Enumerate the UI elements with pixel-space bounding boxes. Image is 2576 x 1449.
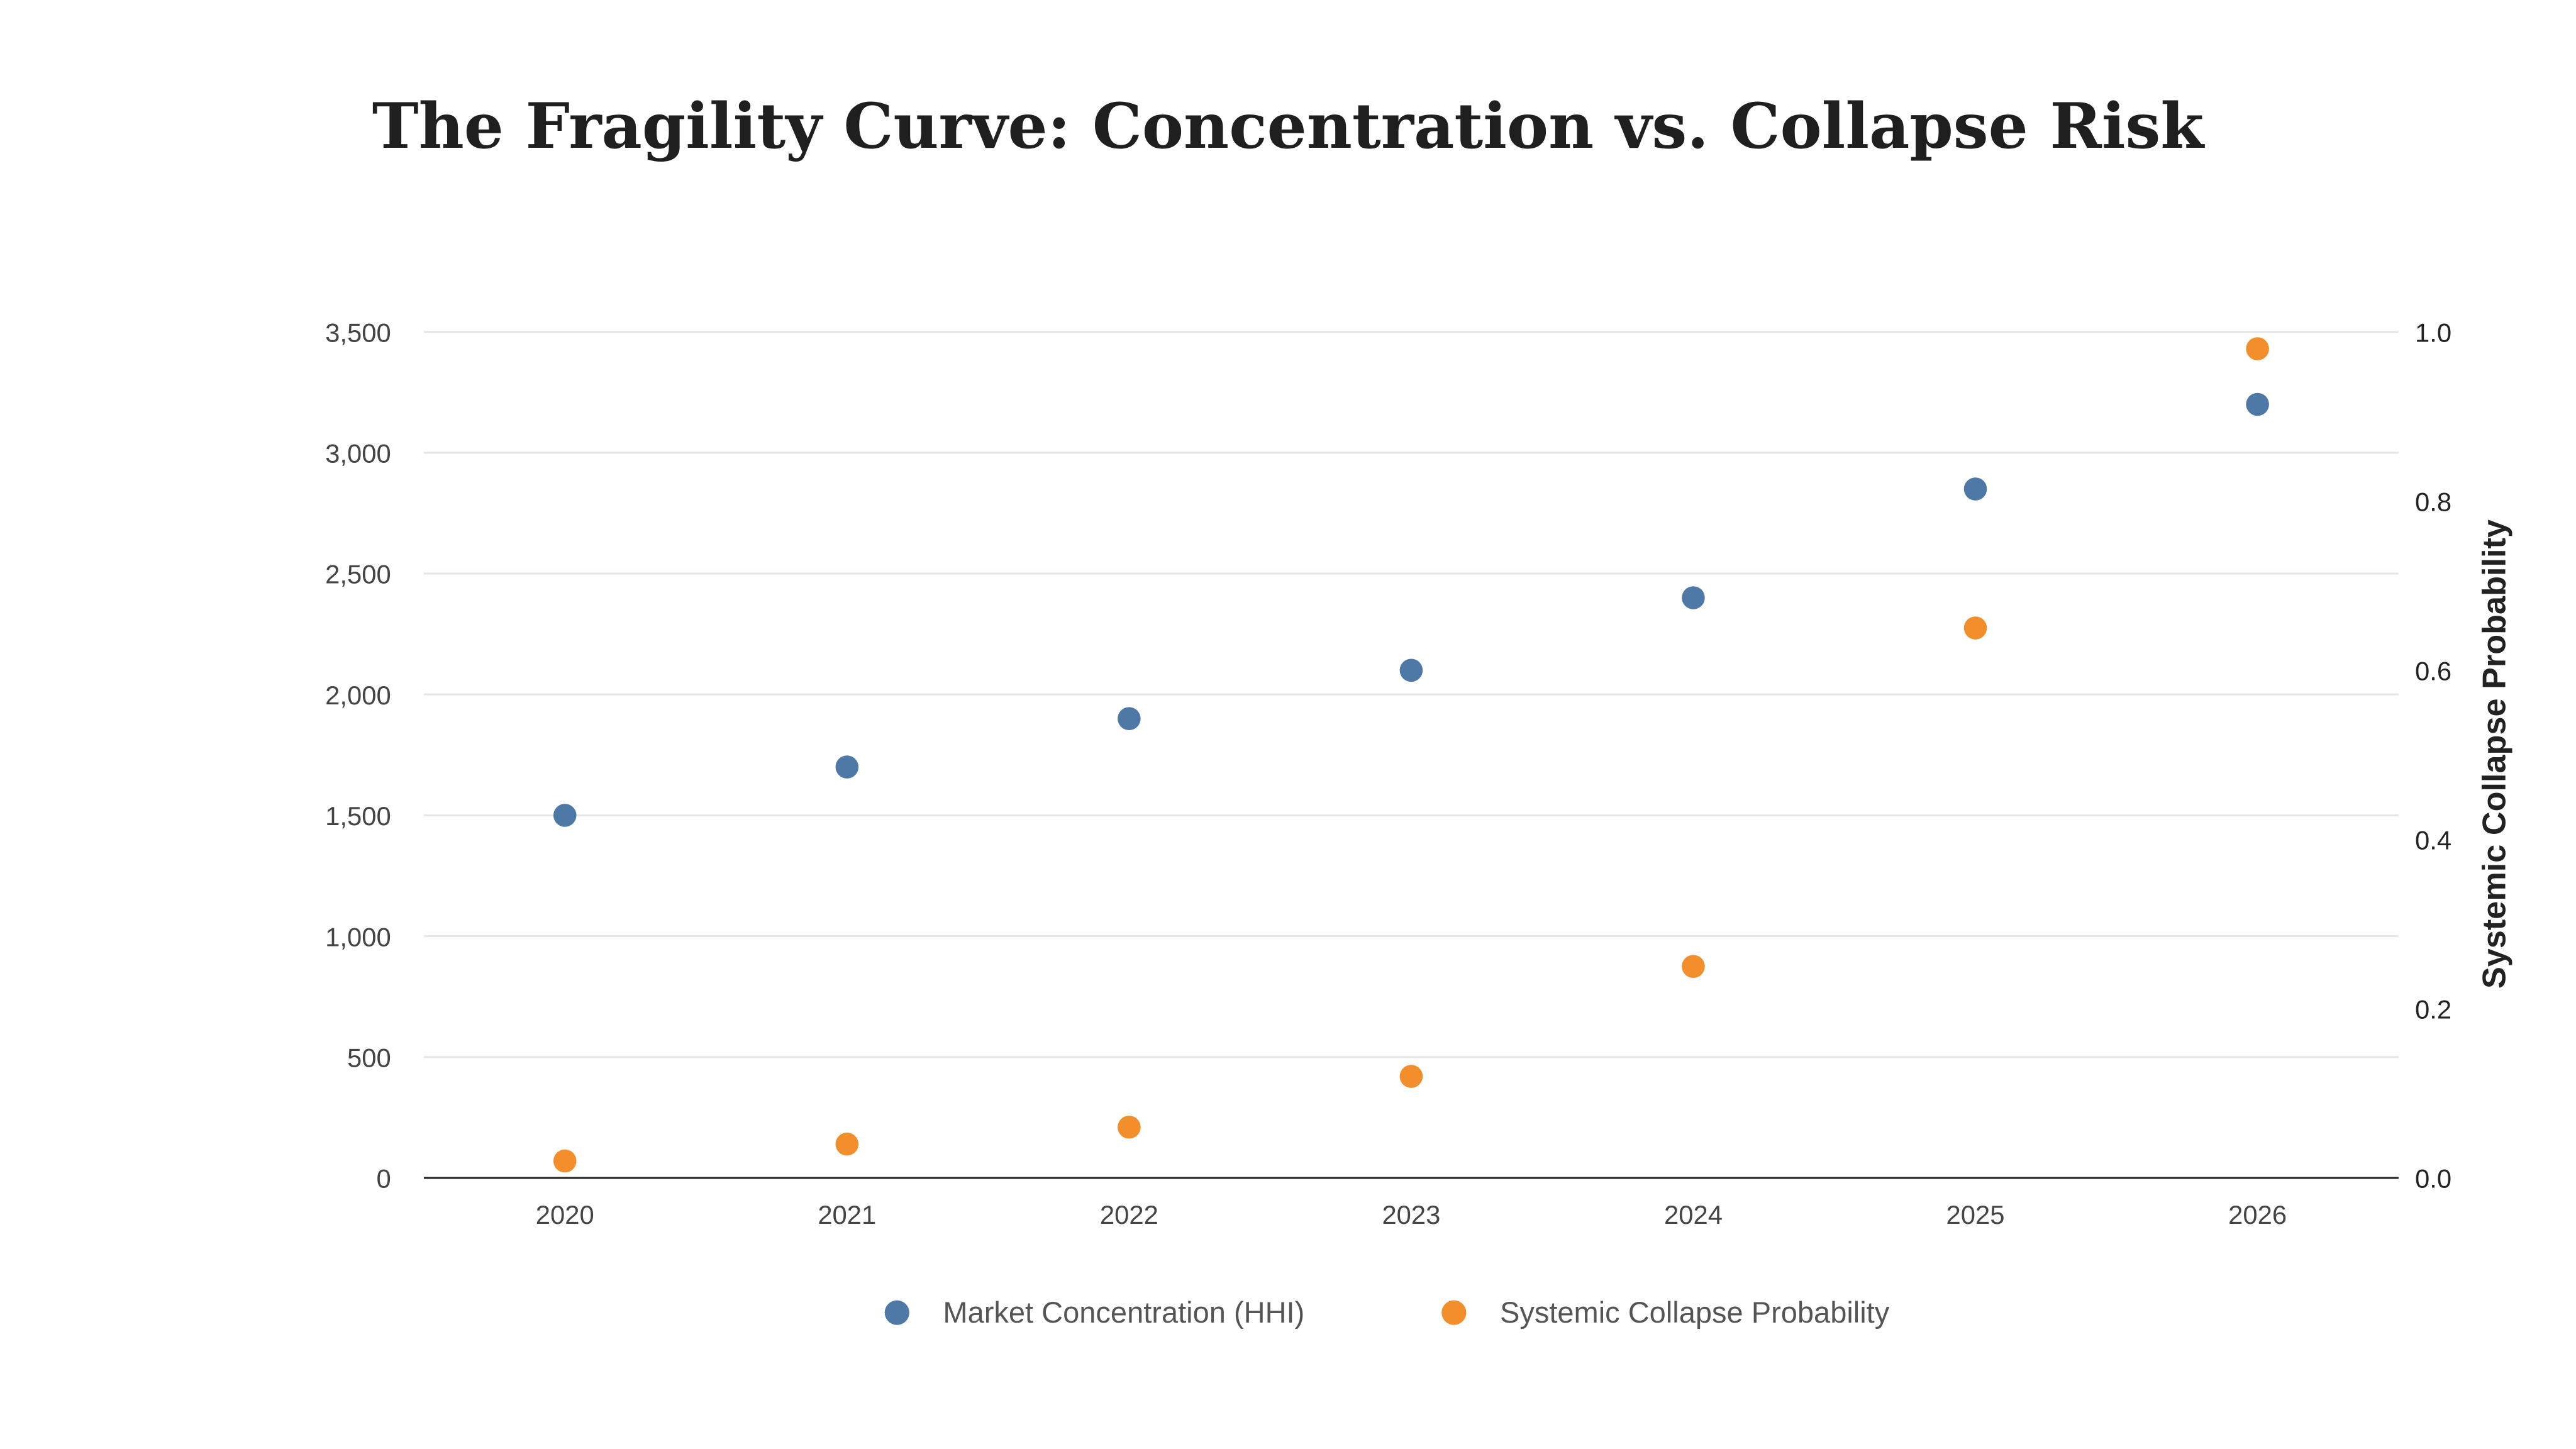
collapse-probability-point	[1399, 1065, 1423, 1088]
y2-axis-label: Systemic Collapse Probability	[2477, 519, 2513, 989]
legend-label: Market Concentration (HHI)	[943, 1296, 1304, 1329]
x-tick-label: 2025	[1946, 1200, 2005, 1230]
y-axis-left: 0 500 1,000 1,500 2,000 2,500 3,000 3,500	[325, 318, 391, 1193]
legend-item[interactable]: Market Concentration (HHI)	[884, 1296, 1305, 1329]
y-tick-label: 1,500	[325, 801, 391, 831]
y-tick-label: 0	[376, 1164, 391, 1194]
legend-label: Systemic Collapse Probability	[1500, 1296, 1890, 1329]
collapse-probability-point	[835, 1132, 859, 1156]
y2-tick-label: 0.4	[2415, 826, 2451, 855]
y-tick-label: 500	[347, 1043, 391, 1072]
x-axis: 2020 2021 2022 2023 2024 2025 2026	[536, 1200, 2287, 1230]
y-tick-label: 1,000	[325, 922, 391, 952]
hhi-point	[835, 755, 859, 779]
legend: Market Concentration (HHI) Systemic Colla…	[884, 1296, 1890, 1329]
hhi-point	[1963, 477, 1987, 501]
x-tick-label: 2023	[1382, 1200, 1440, 1230]
y-tick-label: 2,000	[325, 680, 391, 710]
y-tick-label: 2,500	[325, 560, 391, 589]
y2-tick-label: 0.0	[2415, 1164, 2451, 1194]
hhi-point	[553, 804, 577, 827]
x-tick-label: 2024	[1664, 1200, 1723, 1230]
y2-tick-label: 0.2	[2415, 995, 2451, 1024]
collapse-probability-point	[2246, 337, 2269, 360]
x-tick-label: 2020	[536, 1200, 594, 1230]
gridlines	[423, 331, 2399, 1058]
collapse-probability-point	[1118, 1115, 1141, 1139]
x-tick-label: 2022	[1100, 1200, 1158, 1230]
y2-tick-label: 1.0	[2415, 318, 2451, 347]
hhi-point	[1118, 707, 1141, 730]
legend-marker-icon	[1441, 1300, 1467, 1325]
x-tick-label: 2026	[2228, 1200, 2287, 1230]
y-axis-right: 0.0 0.2 0.4 0.6 0.8 1.0	[2415, 318, 2451, 1193]
x-tick-label: 2021	[818, 1200, 876, 1230]
y2-tick-label: 0.8	[2415, 487, 2451, 516]
y-tick-label: 3,000	[325, 439, 391, 469]
chart-title: The Fragility Curve: Concentration vs. C…	[372, 90, 2206, 163]
collapse-probability-point	[553, 1149, 577, 1173]
collapse-probability-point	[1963, 616, 1987, 640]
hhi-point	[2246, 392, 2269, 416]
hhi-point	[1682, 586, 1705, 609]
y2-tick-label: 0.6	[2415, 656, 2451, 686]
hhi-point	[1399, 658, 1423, 682]
data-points	[553, 337, 2269, 1173]
y-tick-label: 3,500	[325, 318, 391, 347]
collapse-probability-point	[1682, 955, 1705, 978]
legend-item[interactable]: Systemic Collapse Probability	[1441, 1296, 1890, 1329]
legend-marker-icon	[884, 1300, 909, 1325]
